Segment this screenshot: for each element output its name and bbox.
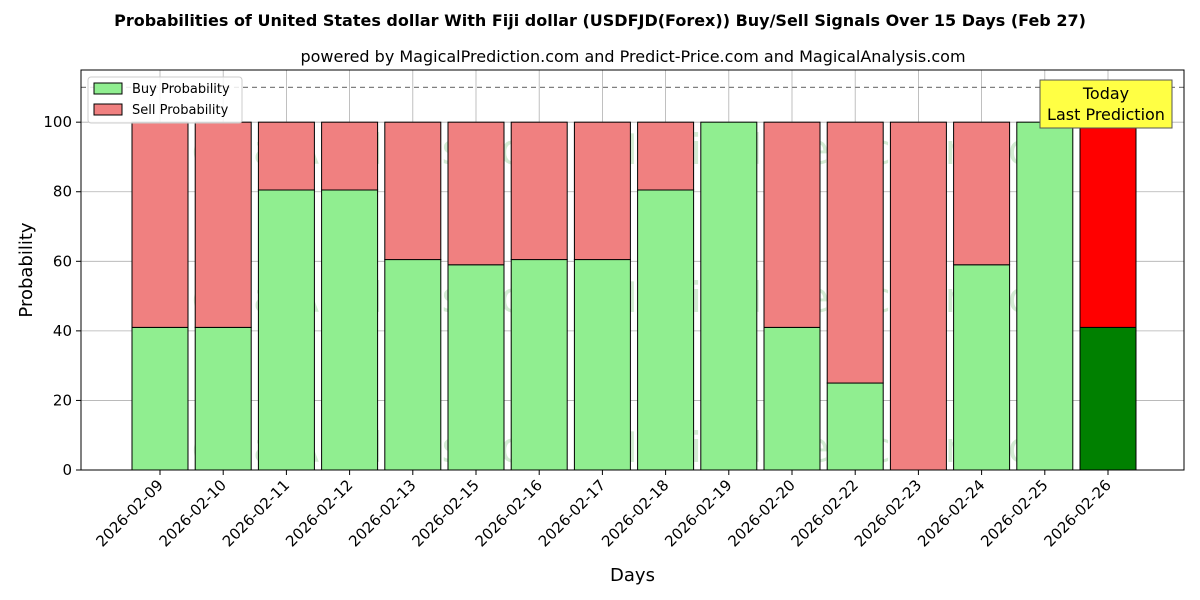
x-tick-label: 2026-02-23 [851, 476, 925, 550]
today-annotation: Today Last Prediction [1039, 79, 1173, 129]
buy-bar [573, 259, 631, 471]
sell-bar [1079, 121, 1137, 328]
x-axis: 2026-02-092026-02-102026-02-112026-02-12… [92, 470, 1115, 550]
chart-subtitle: powered by MagicalPrediction.com and Pre… [300, 47, 965, 66]
legend-swatch [93, 103, 123, 116]
x-tick-label: 2026-02-16 [472, 476, 546, 550]
y-axis: 0 20 40 60 80 100 [43, 113, 81, 479]
x-tick-label: 2026-02-20 [724, 476, 798, 550]
x-tick-label: 2026-02-17 [535, 476, 609, 550]
legend-swatch [93, 82, 123, 95]
sell-bar [194, 121, 252, 328]
y-tick-label: 80 [53, 183, 72, 201]
x-tick-label: 2026-02-13 [345, 476, 419, 550]
sell-bar [257, 121, 315, 191]
plot-area [80, 69, 1185, 471]
sell-bar [131, 121, 189, 328]
buy-bar [384, 259, 442, 471]
legend-label: Sell Probability [132, 103, 229, 118]
x-tick-label: 2026-02-18 [598, 476, 672, 550]
buy-bar [257, 189, 315, 471]
legend-label: Buy Probability [132, 82, 230, 97]
buy-bar [1079, 326, 1137, 471]
buy-bar [194, 326, 252, 471]
chart-title: Probabilities of United States dollar Wi… [114, 11, 1086, 30]
annotation-line-1: Today [1082, 84, 1129, 103]
x-tick-label: 2026-02-09 [92, 476, 166, 550]
sell-bar [573, 121, 631, 261]
sell-bar [826, 121, 884, 384]
y-tick-label: 20 [53, 391, 72, 409]
x-tick-label: 2026-02-24 [914, 476, 988, 550]
x-tick-label: 2026-02-10 [156, 476, 230, 550]
x-tick-label: 2026-02-26 [1040, 476, 1114, 550]
y-tick-label: 0 [62, 461, 72, 479]
sell-bar [953, 121, 1011, 266]
buy-bar [637, 189, 695, 471]
x-tick-label: 2026-02-11 [219, 476, 293, 550]
y-axis-label: Probability [16, 222, 37, 317]
bars [131, 121, 1137, 471]
buy-bar [826, 382, 884, 471]
sell-bar [510, 121, 568, 261]
x-tick-label: 2026-02-15 [408, 476, 482, 550]
y-tick-label: 100 [43, 113, 72, 131]
sell-bar [763, 121, 821, 328]
legend: Buy Probability Sell Probability [87, 76, 243, 124]
x-tick-label: 2026-02-12 [282, 476, 356, 550]
legend-box [87, 76, 243, 124]
x-axis-label: Days [610, 565, 655, 586]
buy-bar [953, 264, 1011, 471]
sell-bar [321, 121, 379, 191]
buy-bar [321, 189, 379, 471]
annotation-line-2: Last Prediction [1047, 105, 1165, 124]
sell-bar [384, 121, 442, 261]
x-tick-label: 2026-02-22 [788, 476, 862, 550]
annotation-box [1039, 79, 1173, 129]
y-tick-label: 60 [53, 252, 72, 270]
buy-bar [763, 326, 821, 471]
x-tick-label: 2026-02-25 [977, 476, 1051, 550]
sell-bar [889, 121, 947, 471]
buy-bar [1016, 121, 1074, 471]
x-tick-label: 2026-02-19 [661, 476, 735, 550]
y-tick-label: 40 [53, 322, 72, 340]
buy-bar [447, 264, 505, 471]
buy-bar [131, 326, 189, 471]
buy-bar [510, 259, 568, 471]
sell-bar [447, 121, 505, 266]
buy-bar [700, 121, 758, 471]
sell-bar [637, 121, 695, 191]
